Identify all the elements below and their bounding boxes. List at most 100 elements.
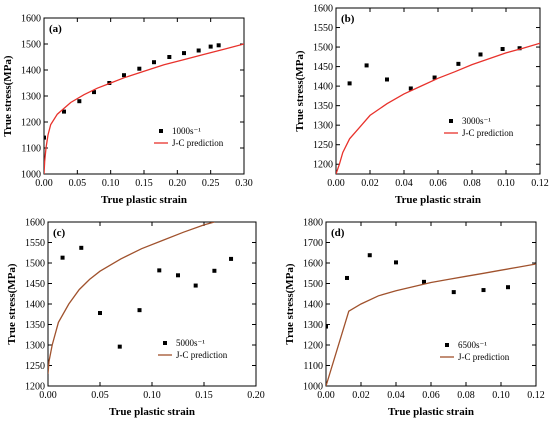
legend-entry: 5000s⁻¹ bbox=[176, 338, 205, 348]
series-group bbox=[48, 222, 234, 374]
y-tick-label: 1200 bbox=[21, 118, 41, 129]
y-tick-label: 1200 bbox=[313, 160, 333, 171]
data-point bbox=[408, 86, 413, 91]
data-point bbox=[137, 66, 142, 71]
y-axis-label: True stress(MPa) bbox=[6, 263, 18, 344]
data-point bbox=[157, 268, 162, 273]
y-tick-label: 1350 bbox=[25, 320, 45, 331]
y-tick-label: 1200 bbox=[303, 341, 323, 352]
x-axis-label: True plastic strain bbox=[101, 194, 187, 206]
y-tick-label: 1300 bbox=[25, 341, 45, 352]
data-point bbox=[44, 135, 46, 140]
series-group bbox=[44, 43, 244, 174]
data-point bbox=[122, 73, 126, 78]
x-tick-label: 0.04 bbox=[387, 390, 405, 401]
data-point bbox=[176, 273, 180, 278]
y-tick-label: 1200 bbox=[25, 382, 45, 393]
data-point bbox=[506, 285, 510, 290]
data-point bbox=[79, 245, 84, 250]
x-tick-label: 0.12 bbox=[531, 178, 549, 189]
x-tick-label: 0.06 bbox=[429, 178, 447, 189]
plot-frame bbox=[335, 7, 541, 175]
x-tick-label: 0.20 bbox=[247, 390, 265, 401]
y-tick-label: 1450 bbox=[25, 279, 45, 290]
x-tick-label: 0.10 bbox=[497, 178, 515, 189]
data-point bbox=[193, 283, 198, 288]
data-point bbox=[77, 99, 82, 104]
x-tick-label: 0.25 bbox=[202, 178, 220, 189]
data-point bbox=[117, 344, 122, 349]
panel-label: (b) bbox=[341, 13, 355, 25]
y-tick-label: 1400 bbox=[25, 300, 45, 311]
panel-label: (c) bbox=[53, 227, 66, 239]
series-group bbox=[336, 42, 540, 174]
x-tick-label: 0.02 bbox=[361, 178, 379, 189]
x-tick-label: 0.06 bbox=[422, 390, 440, 401]
x-tick-label: 0.10 bbox=[492, 390, 510, 401]
y-tick-label: 1500 bbox=[21, 40, 41, 51]
data-point bbox=[478, 52, 483, 57]
x-tick-label: 0.00 bbox=[327, 178, 345, 189]
y-tick-label: 1500 bbox=[25, 259, 45, 270]
data-point bbox=[394, 260, 398, 265]
y-tick-label: 1550 bbox=[25, 238, 45, 249]
data-point bbox=[152, 60, 156, 65]
y-tick-label: 1700 bbox=[303, 238, 323, 249]
y-tick-label: 1400 bbox=[313, 82, 333, 93]
plot-frame bbox=[47, 221, 257, 387]
data-point bbox=[182, 51, 186, 56]
legend-point-swatch bbox=[159, 129, 163, 133]
x-tick-label: 0.00 bbox=[39, 390, 57, 401]
y-tick-label: 1100 bbox=[303, 361, 323, 372]
legend-point-swatch bbox=[449, 119, 453, 123]
data-point bbox=[481, 288, 486, 293]
data-point bbox=[208, 44, 213, 49]
legend-entry: J-C prediction bbox=[458, 352, 510, 362]
legend-point-swatch bbox=[163, 341, 167, 345]
y-tick-label: 1400 bbox=[21, 66, 41, 77]
data-point bbox=[345, 275, 349, 280]
y-tick-label: 1000 bbox=[21, 170, 41, 181]
jc-prediction-line bbox=[336, 42, 540, 174]
x-axis-label: True plastic strain bbox=[109, 406, 195, 418]
jc-prediction-line bbox=[44, 43, 244, 174]
x-tick-label: 0.10 bbox=[102, 178, 120, 189]
plot-frame bbox=[43, 17, 245, 175]
data-point bbox=[364, 63, 369, 68]
y-tick-label: 1600 bbox=[25, 218, 45, 229]
data-point bbox=[326, 324, 328, 329]
y-axis-label: True stress(MPa) bbox=[294, 50, 306, 131]
y-tick-label: 1300 bbox=[313, 121, 333, 132]
y-tick-label: 1350 bbox=[313, 101, 333, 112]
y-tick-label: 1300 bbox=[21, 92, 41, 103]
x-axis-label: True plastic strain bbox=[395, 194, 481, 206]
x-tick-label: 0.10 bbox=[143, 390, 161, 401]
chart-panel-1: 0.00 0.05 0.10 0.15 0.20 0.25 0.30 1000 1100 1200… bbox=[2, 14, 253, 207]
y-tick-label: 1400 bbox=[303, 300, 323, 311]
y-tick-label: 1550 bbox=[313, 23, 333, 34]
series-group bbox=[326, 253, 536, 386]
data-point bbox=[367, 253, 372, 258]
chart-panel-4: 0.00 0.02 0.04 0.06 0.08 0.10 0.12 1000 1100 1200… bbox=[284, 218, 545, 419]
data-point bbox=[229, 256, 234, 261]
x-tick-label: 0.00 bbox=[35, 178, 53, 189]
x-tick-label: 0.05 bbox=[91, 390, 109, 401]
x-tick-label: 0.08 bbox=[457, 390, 475, 401]
data-point bbox=[137, 308, 142, 313]
data-point bbox=[385, 77, 389, 82]
y-tick-label: 1100 bbox=[21, 144, 41, 155]
y-axis-label: True stress(MPa) bbox=[2, 55, 14, 136]
data-point bbox=[60, 255, 65, 260]
legend-entry: 1000s⁻¹ bbox=[172, 126, 201, 136]
data-point bbox=[500, 47, 505, 52]
y-tick-label: 1600 bbox=[21, 14, 41, 25]
x-tick-label: 0.15 bbox=[195, 390, 213, 401]
data-point bbox=[92, 90, 96, 95]
jc-prediction-line bbox=[326, 263, 536, 386]
y-tick-label: 1250 bbox=[25, 361, 45, 372]
y-tick-label: 1600 bbox=[303, 259, 323, 270]
data-point bbox=[517, 46, 522, 51]
data-point bbox=[212, 268, 217, 273]
chart-panel-3: 0.00 0.05 0.10 0.15 0.20 1200 1250 1300 1350 1400… bbox=[6, 218, 265, 419]
y-tick-label: 1300 bbox=[303, 320, 323, 331]
